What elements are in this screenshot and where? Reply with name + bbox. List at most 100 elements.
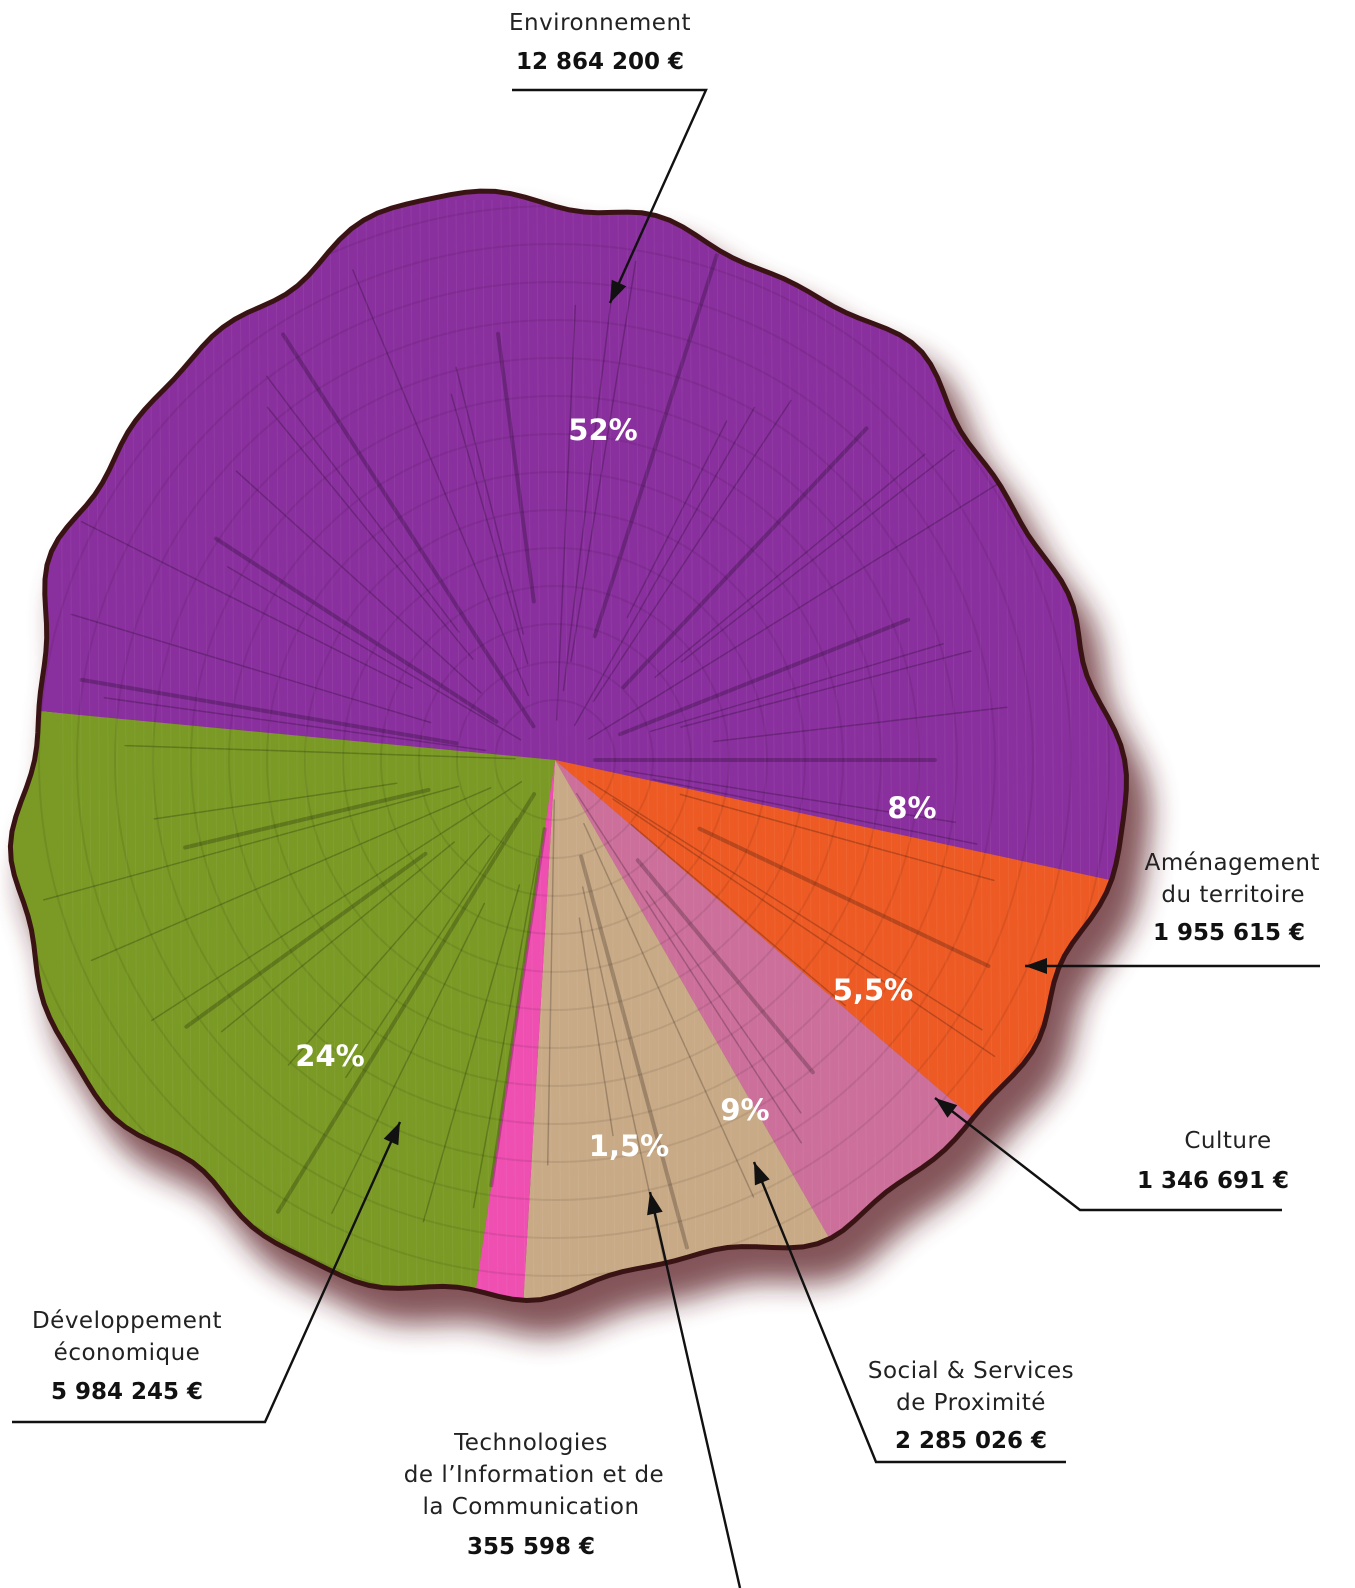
grain-streak — [554, 199, 562, 1301]
category-amount: 1 955 615 € — [1153, 920, 1305, 946]
grain-streak — [590, 199, 598, 1301]
grain-crack — [345, 817, 518, 1079]
pct-label-amenagement: 8% — [887, 791, 936, 825]
grain-streak — [707, 199, 715, 1301]
grain-streak — [797, 199, 805, 1301]
grain-streak — [464, 199, 472, 1301]
grain-streak — [230, 199, 238, 1301]
grain-crack — [352, 269, 530, 697]
grain-crack — [496, 331, 536, 604]
grain-streak — [275, 199, 283, 1301]
grain-streak — [887, 199, 895, 1301]
grain-streak — [608, 199, 616, 1301]
callout-amenagement: Aménagement du territoire 1 955 615 € — [1025, 850, 1320, 974]
category-name-line2: du territoire — [1161, 882, 1305, 908]
grain-crack — [184, 851, 428, 1029]
grain-streak — [779, 199, 787, 1301]
grain-streak — [761, 199, 769, 1301]
grain-streak — [266, 199, 274, 1301]
grain-crack — [90, 787, 492, 962]
grain-streak — [599, 199, 607, 1301]
grain-streak — [770, 199, 778, 1301]
grain-crack — [546, 799, 556, 1166]
pct-label-culture: 5,5% — [833, 973, 913, 1007]
grain-crack — [573, 406, 756, 726]
grain-streak — [626, 199, 634, 1301]
grain-ring — [190, 395, 920, 1125]
grain-ring — [228, 433, 882, 1087]
grain-crack — [578, 917, 614, 1137]
category-amount: 355 598 € — [467, 1534, 595, 1560]
grain-crack — [588, 478, 1006, 740]
grain-streak — [896, 199, 904, 1301]
arrow-head — [383, 1122, 400, 1146]
grain-streak — [239, 199, 247, 1301]
grain-streak — [491, 199, 499, 1301]
grain-streak — [680, 199, 688, 1301]
grain-streak — [410, 199, 418, 1301]
grain-crack — [588, 780, 983, 1031]
grain-crack — [472, 857, 538, 1209]
category-name: Culture — [1184, 1128, 1271, 1154]
grain-crack — [697, 826, 991, 968]
log-outline — [7, 188, 1129, 1304]
grain-streak — [617, 199, 625, 1301]
grain-streak — [806, 199, 814, 1301]
grain-crack — [43, 785, 460, 901]
callout-developpement: Développement économique 5 984 245 € — [12, 1121, 402, 1424]
grain-crack — [124, 744, 516, 760]
grain-streak — [671, 199, 679, 1301]
grain-streak — [914, 199, 922, 1301]
category-name-line1: Technologies — [453, 1430, 608, 1456]
grain-crack — [679, 793, 995, 882]
grain-crack — [151, 780, 523, 1022]
grain-crack — [618, 617, 911, 737]
grain-streak — [689, 199, 697, 1301]
grain-crack — [265, 375, 460, 633]
grain-streak — [932, 199, 940, 1301]
grain-streak — [536, 199, 544, 1301]
grain-streak — [374, 199, 382, 1301]
grain-streak — [698, 199, 706, 1301]
category-amount: 5 984 245 € — [51, 1379, 203, 1405]
grain-streak — [635, 199, 643, 1301]
category-amount: 2 285 026 € — [895, 1428, 1047, 1454]
grain-streak — [869, 199, 877, 1301]
pct-label-environnement: 52% — [568, 413, 637, 447]
grain-crack — [80, 520, 413, 689]
grain-crack — [562, 282, 614, 692]
grain-ring — [418, 623, 692, 897]
pct-label-developpement: 24% — [295, 1039, 364, 1073]
grain-crack — [153, 782, 398, 820]
grain-crack — [630, 823, 846, 1007]
grain-streak — [446, 199, 454, 1301]
leader-line — [12, 1121, 402, 1424]
grain-streak — [644, 199, 652, 1301]
category-amount: 12 864 200 € — [516, 49, 684, 75]
arrow-head — [935, 1098, 958, 1118]
grain-streak — [788, 199, 796, 1301]
grain-streak — [428, 199, 436, 1301]
grain-streak — [221, 199, 229, 1301]
grain-streak — [302, 199, 310, 1301]
grain-streak — [383, 199, 391, 1301]
grain-streak — [311, 199, 319, 1301]
grain-streak — [860, 199, 868, 1301]
grain-streak — [482, 199, 490, 1301]
callout-culture: Culture 1 346 691 € — [934, 1097, 1289, 1212]
grain-crack — [455, 366, 524, 635]
grain-streak — [185, 199, 193, 1301]
grain-ring — [342, 547, 768, 973]
grain-streak — [545, 199, 553, 1301]
grain-streak — [248, 199, 256, 1301]
grain-streak — [743, 199, 751, 1301]
grain-streak — [419, 199, 427, 1301]
grain-crack — [287, 834, 490, 1066]
grain-streak — [581, 199, 589, 1301]
grain-crack — [623, 770, 956, 823]
grain-streak — [518, 199, 526, 1301]
grain-crack — [422, 884, 521, 1223]
grain-streak — [329, 199, 337, 1301]
category-name-line1: Aménagement — [1145, 850, 1320, 876]
